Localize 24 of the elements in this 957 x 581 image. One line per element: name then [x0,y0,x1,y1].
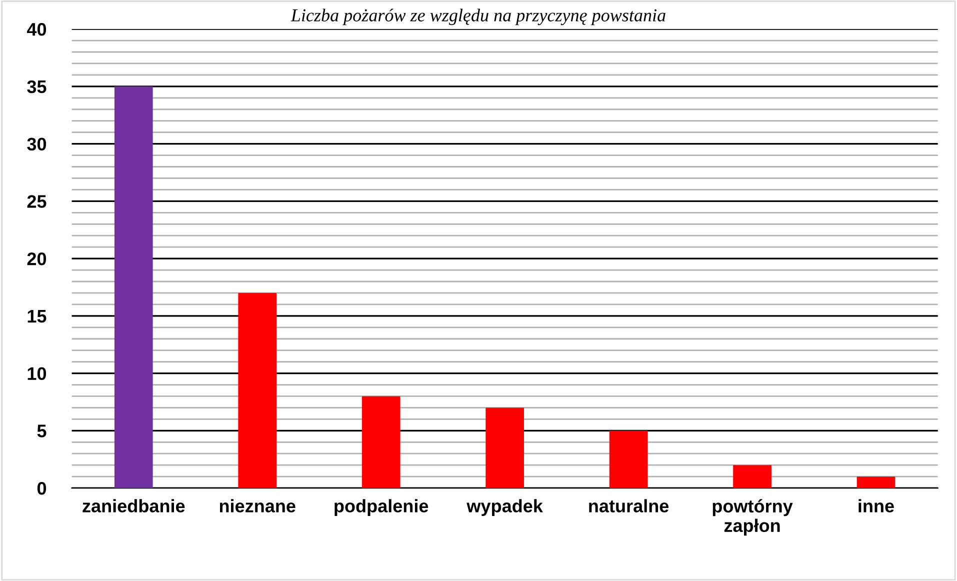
y-tick-label: 0 [37,482,46,495]
bar [856,476,896,488]
bar [238,292,277,488]
y-tick-label: 20 [27,252,46,266]
y-tick-label: 10 [28,367,46,380]
x-tick-label: naturalne [589,499,669,512]
y-tick-label: 30 [27,138,46,151]
x-tick-label: zaniedbanie [82,499,185,512]
chart-title: Liczba pożarów ze względu na przyczynę powstania [290,8,666,26]
bar [609,430,648,488]
bar [362,396,400,488]
y-tick-label: 15 [28,310,46,323]
x-tick-label: inne [858,499,894,512]
y-tick-label: 25 [27,195,46,208]
x-tick-label: nieznane [220,499,296,512]
y-tick-label: 5 [37,424,46,438]
bar [486,408,524,488]
bar [114,86,153,488]
x-tick-label: wypadek [466,499,543,516]
y-tick-label: 40 [26,22,46,36]
x-tick-label: powtórny zapłon [712,499,793,536]
y-tick-label: 35 [27,80,46,94]
x-tick-label: podpalenie [334,499,428,516]
bar [733,465,772,488]
